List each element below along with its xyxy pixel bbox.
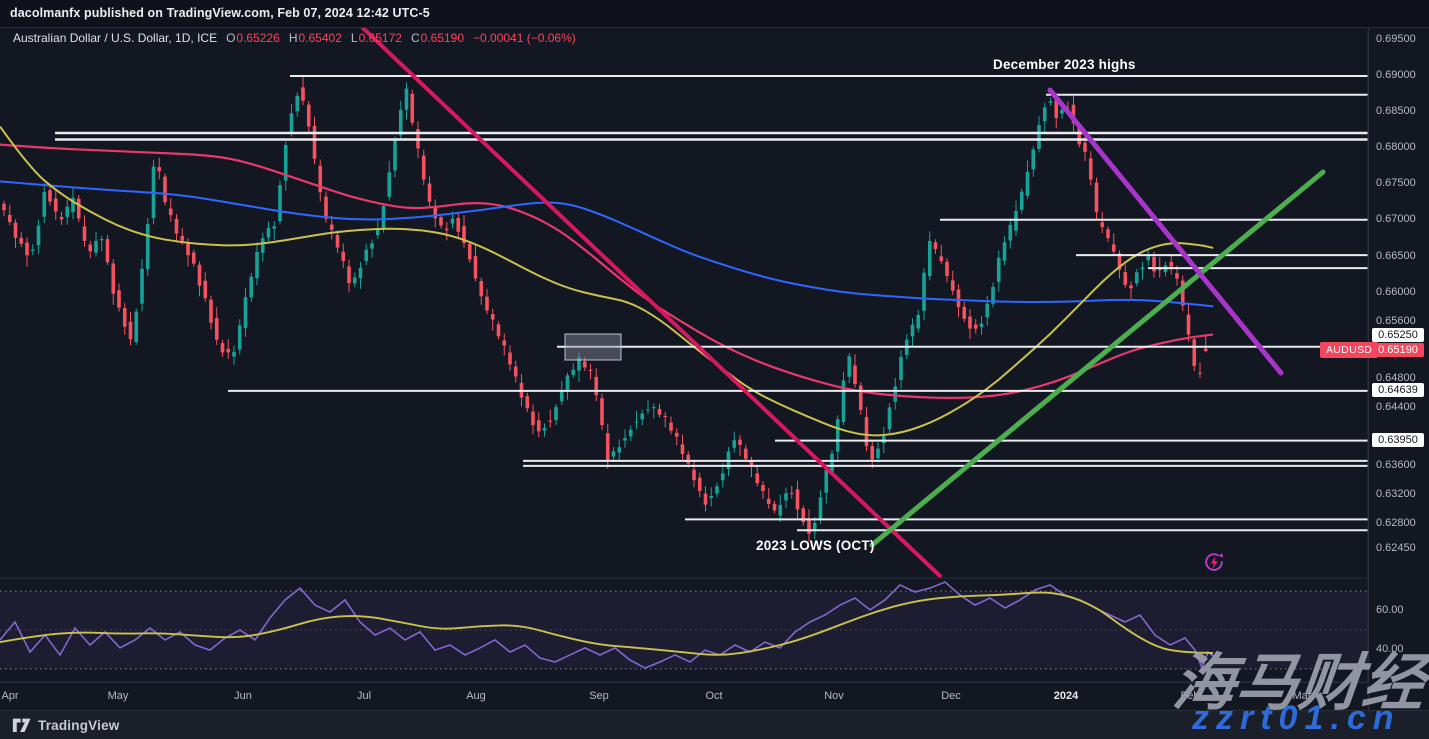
price-axis-label: 0.62450 <box>1376 541 1416 554</box>
tradingview-logo-icon[interactable] <box>12 717 31 734</box>
symbol-legend: Australian Dollar / U.S. Dollar, 1D, ICE… <box>13 31 576 45</box>
rsi-axis-label: 40.00 <box>1376 642 1404 655</box>
price-badge-white: 0.64639 <box>1372 383 1424 397</box>
price-axis-label: 0.63600 <box>1376 458 1416 471</box>
price-axis[interactable]: 0.69500 0.69000 0.68500 0.68000 0.67500 0.670… <box>1368 27 1429 710</box>
price-axis-label: 0.64400 <box>1376 401 1416 414</box>
ma-line-yellow <box>0 125 1214 437</box>
annotation-december-highs: December 2023 highs <box>993 57 1136 72</box>
rsi-ma-line <box>0 591 1214 656</box>
price-axis-label: 0.67500 <box>1376 177 1416 190</box>
price-badge-red: 0.65190 <box>1372 343 1424 357</box>
watermark-url-text: zzrt01.cn <box>1192 699 1401 737</box>
supply-zone-box <box>564 333 622 361</box>
rsi-pane <box>0 581 1368 671</box>
price-axis-label: 0.68500 <box>1376 105 1416 118</box>
ohlc-high: H 0.65402 <box>288 31 342 45</box>
time-axis-label: Aug <box>466 690 486 702</box>
price-pane <box>0 27 1368 578</box>
rsi-axis-label: 60.00 <box>1376 603 1404 616</box>
time-axis-label: Feb <box>1180 690 1200 702</box>
time-axis-label: Jul <box>356 690 372 702</box>
price-axis-label: 0.62800 <box>1376 516 1416 529</box>
annotation-2023-lows: 2023 LOWS (OCT) <box>756 538 875 553</box>
price-axis-label: 0.68000 <box>1376 141 1416 154</box>
ohlc-open: O 0.65226 <box>226 31 280 45</box>
change-readout: −0.00041 (−0.06%) <box>473 31 576 45</box>
price-badge-white: 0.65250 <box>1372 328 1424 342</box>
rsi-line <box>0 581 1214 671</box>
candles-layer <box>2 76 1208 542</box>
symbol-price-tag: AUDUSD <box>1320 342 1379 358</box>
price-badge-white: 0.63950 <box>1372 433 1424 447</box>
price-axis-label: 0.67000 <box>1376 213 1416 226</box>
symbol-title: Australian Dollar / U.S. Dollar, 1D, ICE <box>13 31 218 45</box>
publish-header-bar: dacolmanfx published on TradingView.com,… <box>0 0 1429 28</box>
price-axis-label: 0.65600 <box>1376 314 1416 327</box>
time-axis-label: Apr <box>1 690 19 702</box>
time-axis-label: May <box>107 690 129 702</box>
lightning-circle-icon <box>1202 550 1226 579</box>
price-axis-label: 0.64800 <box>1376 372 1416 385</box>
trendline-uptrend-green <box>869 169 1326 548</box>
footer-brand-text[interactable]: TradingView <box>38 717 120 733</box>
time-axis-label: Mar <box>1292 690 1312 702</box>
time-axis-label: Nov <box>824 690 844 702</box>
time-axis-label: Jun <box>234 690 252 702</box>
price-axis-label: 0.69500 <box>1376 32 1416 45</box>
price-axis-label: 0.69000 <box>1376 69 1416 81</box>
price-axis-label: 0.63200 <box>1376 487 1416 500</box>
footer-bar: TradingView <box>0 710 1429 739</box>
time-axis-label: 2024 <box>1053 690 1079 702</box>
publish-line-text: dacolmanfx published on TradingView.com,… <box>10 6 430 20</box>
time-axis-label: Oct <box>705 690 723 702</box>
time-axis-label: Dec <box>941 690 961 702</box>
price-axis-label: 0.66500 <box>1376 249 1416 262</box>
ma-line-blue <box>0 180 1214 308</box>
time-axis-label: Sep <box>589 690 609 702</box>
trendline-downtrend-pink <box>361 27 942 578</box>
ohlc-low: L 0.65172 <box>350 31 402 45</box>
price-axis-label: 0.66000 <box>1376 285 1416 298</box>
trendline-downtrend-purple <box>1047 87 1284 376</box>
ohlc-close: C 0.65190 <box>410 31 465 45</box>
time-axis[interactable]: Apr May Jun Jul Aug Sep Oct Nov Dec 2024 Feb Mar <box>0 682 1368 711</box>
